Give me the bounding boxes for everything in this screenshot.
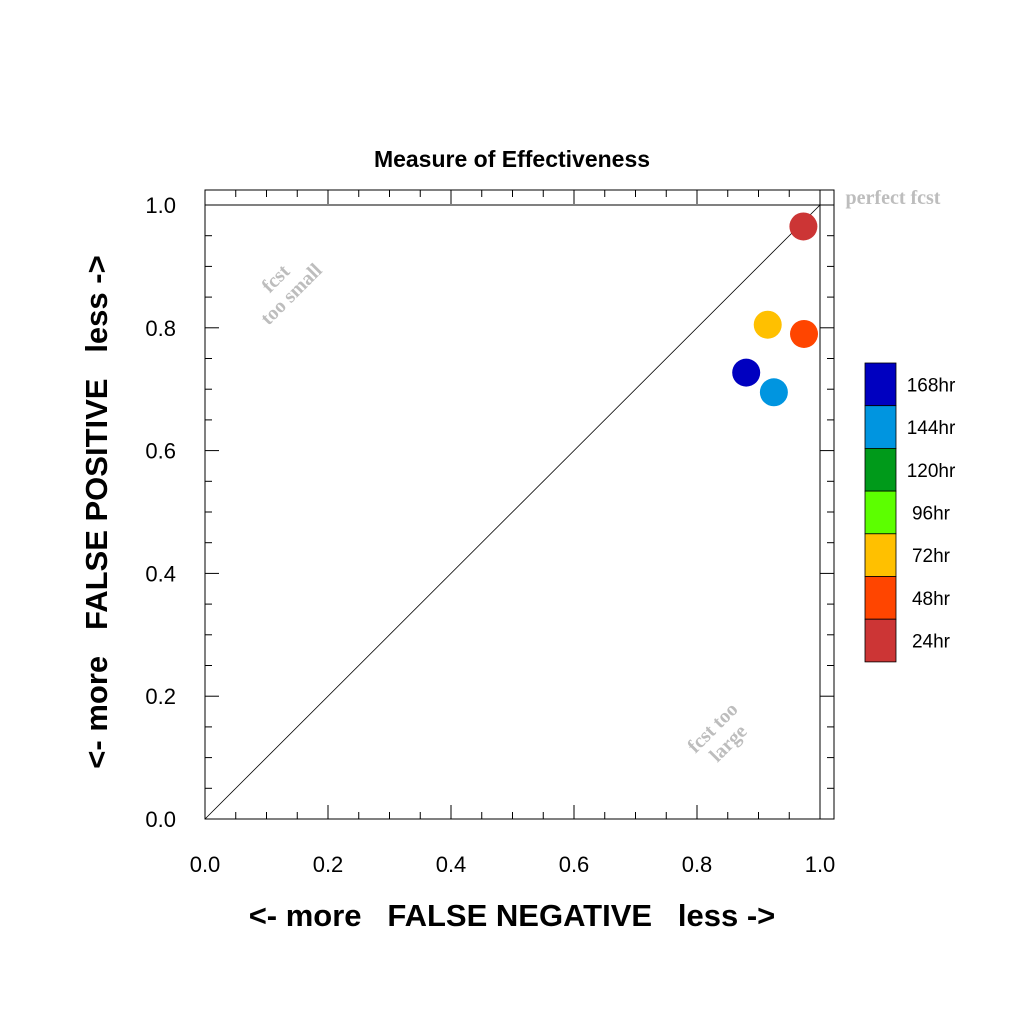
point-168hr — [732, 358, 761, 387]
point-48hr — [790, 319, 819, 348]
y-tick-label: 0.4 — [145, 561, 176, 586]
legend-label: 168hr — [907, 375, 956, 396]
legend-swatch — [864, 618, 897, 663]
plot-frame — [204, 189, 835, 820]
annotation-perfect: perfect fcst — [846, 187, 941, 209]
legend-label: 72hr — [912, 546, 951, 567]
annotations: perfect fcst fcsttoo small fcst toolarge — [241, 187, 941, 773]
axis-ticks: 0.0 0.0 0.2 0.2 0.4 0.4 0.6 0.6 0.8 0.8 1.0 1.0 — [145, 190, 835, 877]
legend-label: 96hr — [912, 503, 951, 524]
x-tick-label: 0.2 — [313, 852, 344, 877]
y-tick-label: 1.0 — [145, 193, 176, 218]
legend-swatch — [864, 576, 897, 620]
y-tick-label: 0.6 — [145, 439, 176, 464]
diagonal-line — [204, 204, 821, 820]
legend-swatch — [864, 447, 897, 492]
data-points — [732, 212, 819, 407]
x-tick-label: 0.6 — [559, 852, 590, 877]
plot-frame-group — [204, 189, 835, 820]
point-24hr — [789, 212, 818, 241]
y-tick-label: 0.0 — [145, 807, 176, 832]
legend-swatch — [864, 362, 897, 407]
annotation-too-large: fcst toolarge — [683, 698, 758, 773]
point-72hr — [753, 310, 782, 339]
legend-label: 120hr — [907, 461, 956, 482]
x-tick-label: 1.0 — [805, 852, 836, 877]
x-tick-label: 0.4 — [436, 852, 467, 877]
legend-swatch — [864, 405, 897, 449]
legend-label: 144hr — [907, 418, 956, 439]
x-tick-label: 0.8 — [682, 852, 713, 877]
x-tick-label: 0.0 — [190, 852, 221, 877]
annotation-too-small: fcsttoo small — [241, 244, 327, 330]
legend-swatch — [864, 533, 897, 577]
y-tick-label: 0.2 — [145, 684, 176, 709]
annotation-line: too small — [256, 259, 326, 329]
legend: 168hr 144hr 120hr 96hr 72hr 48hr 24hr — [864, 362, 956, 663]
y-tick-label: 0.8 — [145, 316, 176, 341]
point-144hr — [759, 378, 788, 407]
y-axis-title: <- more FALSE POSITIVE less -> — [79, 255, 114, 768]
chart-title: Measure of Effectiveness — [374, 146, 650, 172]
annotation-line: perfect fcst — [846, 187, 941, 209]
legend-label: 48hr — [912, 589, 951, 610]
legend-label: 24hr — [912, 632, 951, 653]
legend-swatch — [864, 490, 897, 535]
x-axis-title: <- more FALSE NEGATIVE less -> — [249, 898, 776, 933]
